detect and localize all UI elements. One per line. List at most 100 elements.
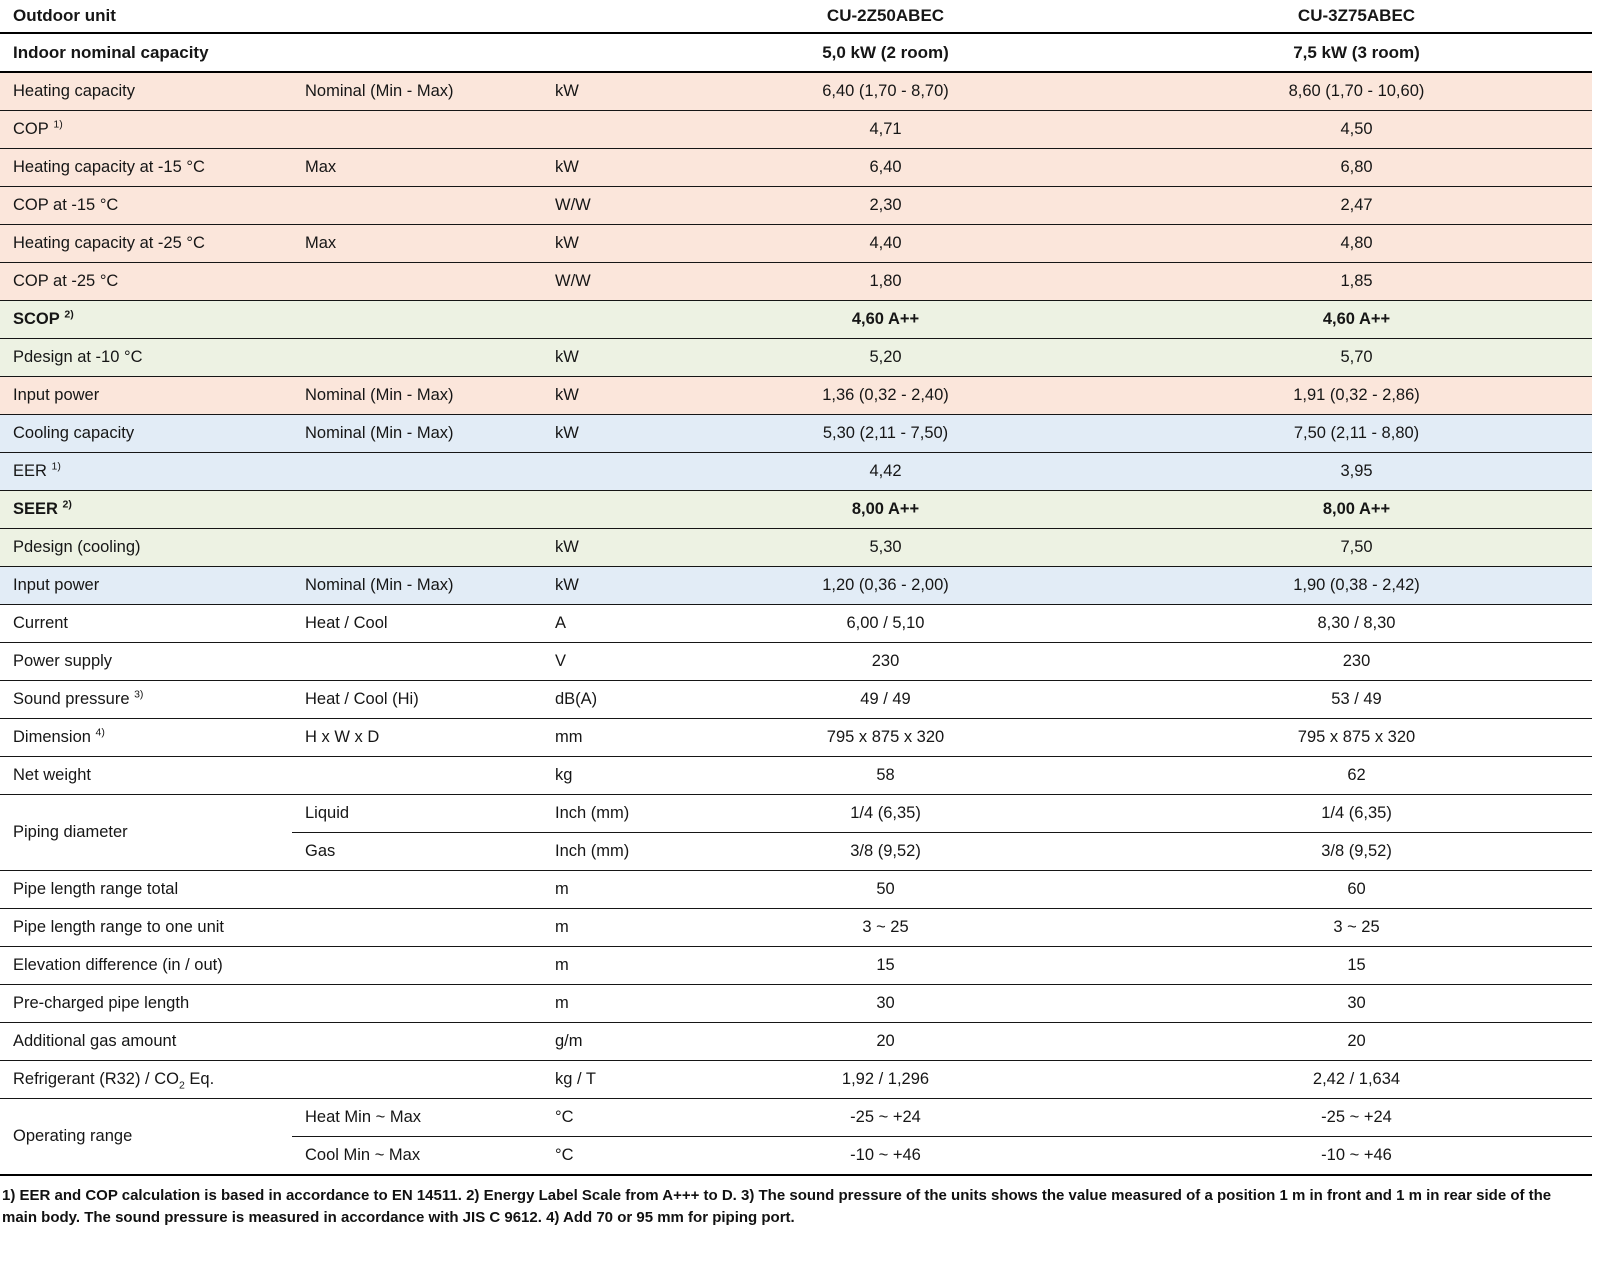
model-header-row: Outdoor unit CU-2Z50ABEC CU-3Z75ABEC (0, 0, 1592, 33)
row-condition (292, 529, 542, 567)
table-row: Gas Inch (mm) 3/8 (9,52) 3/8 (9,52) (0, 833, 1592, 871)
value-cell: 795 x 875 x 320 (826, 728, 945, 746)
table-row: Pipe length range to one unit m 3 ~ 25 3 ~ … (0, 909, 1592, 947)
value-cell: 30 (1347, 994, 1366, 1012)
row-label: Heating capacity at -25 °C (13, 234, 205, 252)
table-row: Additional gas amount g/m 20 20 (0, 1023, 1592, 1061)
row-unit: W/W (555, 196, 591, 214)
indoor-nominal-capacity-label: Indoor nominal capacity (13, 42, 209, 62)
row-condition: H x W x D (305, 728, 380, 746)
row-label: Elevation difference (in / out) (13, 956, 223, 974)
row-label: Net weight (13, 766, 91, 784)
row-unit: kW (555, 234, 579, 252)
row-unit (542, 301, 650, 339)
value-cell: 50 (876, 880, 895, 898)
row-unit: Inch (mm) (555, 842, 630, 860)
value-cell: 3 ~ 25 (862, 918, 909, 936)
value-cell: 7,50 (1340, 538, 1373, 556)
table-row: COP at -25 °C W/W 1,80 1,85 (0, 262, 1592, 301)
row-unit: kg (555, 766, 573, 784)
capacity-header-row: Indoor nominal capacity 5,0 kW (2 room) … (0, 33, 1592, 72)
value-cell: 8,00 A++ (851, 500, 920, 518)
row-condition: Nominal (Min - Max) (305, 386, 454, 404)
value-cell: 230 (1342, 652, 1371, 670)
row-unit: g/m (555, 1032, 583, 1050)
row-unit: kW (555, 538, 579, 556)
table-row: Current Heat / Cool A 6,00 / 5,10 8,30 / 8,3… (0, 605, 1592, 643)
row-condition (292, 643, 542, 681)
row-condition (292, 947, 542, 985)
row-unit: kW (555, 158, 579, 176)
row-condition: Max (305, 234, 337, 252)
value-cell: 1,91 (0,32 - 2,86) (1293, 386, 1420, 404)
row-unit: m (555, 880, 569, 898)
row-condition (292, 1061, 542, 1099)
value-cell: 6,40 (1,70 - 8,70) (822, 82, 949, 100)
row-unit: kW (555, 386, 579, 404)
row-condition: Nominal (Min - Max) (305, 576, 454, 594)
value-cell: 1,90 (0,38 - 2,42) (1293, 576, 1420, 594)
row-unit: m (555, 994, 569, 1012)
table-row: Heating capacity Nominal (Min - Max) kW 6,4… (0, 72, 1592, 111)
value-cell: 4,71 (869, 120, 902, 138)
row-unit (542, 111, 650, 149)
row-label: Cooling capacity (13, 424, 135, 442)
model-name: CU-2Z50ABEC (826, 6, 945, 25)
row-condition (292, 491, 542, 529)
value-cell: 3,95 (1340, 462, 1373, 480)
row-condition: Heat / Cool (305, 614, 388, 632)
value-cell: 4,50 (1340, 120, 1373, 138)
row-unit: A (555, 614, 567, 632)
table-row: Heating capacity at -25 °C Max kW 4,40 4,80 (0, 224, 1592, 263)
row-condition: Heat / Cool (Hi) (305, 690, 419, 708)
value-cell: 30 (876, 994, 895, 1012)
table-row: Pdesign at -10 °C kW 5,20 5,70 (0, 338, 1592, 377)
table-row: Elevation difference (in / out) m 15 15 (0, 947, 1592, 985)
value-cell: 60 (1347, 880, 1366, 898)
table-row: Pdesign (cooling) kW 5,30 7,50 (0, 528, 1592, 567)
row-condition (292, 757, 542, 795)
row-condition (292, 339, 542, 377)
value-cell: 8,60 (1,70 - 10,60) (1288, 82, 1425, 100)
row-condition (292, 1023, 542, 1061)
table-row: Cooling capacity Nominal (Min - Max) kW 5,3… (0, 414, 1592, 453)
table-row: Cool Min ~ Max °C -10 ~ +46 -10 ~ +46 (0, 1137, 1592, 1175)
value-cell: 58 (876, 766, 895, 784)
value-cell: 4,60 A++ (1322, 310, 1391, 328)
value-cell: -10 ~ +46 (1321, 1146, 1392, 1164)
row-label: SEER 2) (13, 498, 72, 518)
value-cell: 53 / 49 (1331, 690, 1382, 708)
table-row: Power supply V 230 230 (0, 643, 1592, 681)
row-unit: °C (555, 1108, 574, 1126)
row-condition (292, 985, 542, 1023)
row-label: Heating capacity at -15 °C (13, 158, 205, 176)
value-cell: 6,80 (1340, 158, 1373, 176)
row-condition: Heat Min ~ Max (305, 1108, 421, 1126)
value-cell: 2,30 (869, 196, 902, 214)
row-label: Dimension 4) (13, 726, 105, 746)
row-condition (292, 111, 542, 149)
footnotes-text: 1) EER and COP calculation is based in a… (2, 1187, 1552, 1226)
row-unit: W/W (555, 272, 591, 290)
value-cell: 1,36 (0,32 - 2,40) (822, 386, 949, 404)
value-cell: -10 ~ +46 (850, 1146, 921, 1164)
row-unit: kg / T (555, 1070, 596, 1088)
value-cell: 4,40 (869, 234, 902, 252)
value-cell: 20 (876, 1032, 895, 1050)
value-cell: 795 x 875 x 320 (1297, 728, 1416, 746)
row-condition: Liquid (305, 804, 350, 822)
row-condition: Nominal (Min - Max) (305, 82, 454, 100)
value-cell: 6,00 / 5,10 (846, 614, 925, 632)
table-row: Input power Nominal (Min - Max) kW 1,36 (0,… (0, 376, 1592, 415)
table-row: SEER 2) 8,00 A++ 8,00 A++ (0, 490, 1592, 529)
row-label: Refrigerant (R32) / CO2 Eq. (13, 1070, 215, 1092)
row-unit: kW (555, 576, 579, 594)
row-label: Power supply (13, 652, 113, 670)
row-unit: mm (555, 728, 583, 746)
row-label: COP at -15 °C (13, 196, 119, 214)
row-label: Pipe length range total (13, 880, 179, 898)
spacer-cell (542, 0, 650, 33)
value-cell: 3/8 (9,52) (850, 842, 921, 860)
value-cell: 62 (1347, 766, 1366, 784)
value-cell: 1,20 (0,36 - 2,00) (822, 576, 949, 594)
